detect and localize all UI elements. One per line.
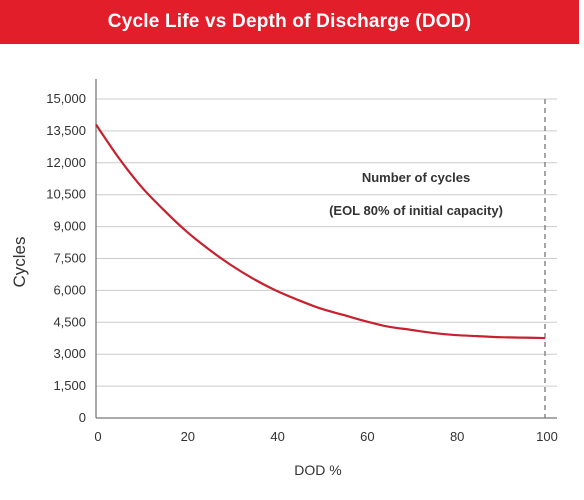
y-tick-label-8: 12,000 xyxy=(46,155,86,170)
y-tick-label-3: 4,500 xyxy=(53,314,86,329)
annotation-number-of-cycles: Number of cycles xyxy=(362,170,470,185)
x-tick-labels: 0 20 40 60 80 100 xyxy=(94,429,557,444)
x-tick-label-1: 20 xyxy=(181,429,195,444)
x-tick-label-4: 80 xyxy=(450,429,464,444)
series-line-cycles xyxy=(95,123,546,340)
x-tick-label-5: 100 xyxy=(536,429,558,444)
y-tick-label-9: 13,500 xyxy=(46,123,86,138)
y-tick-label-7: 10,500 xyxy=(46,187,86,202)
y-tick-label-6: 9,000 xyxy=(53,219,86,234)
x-axis-title: DOD % xyxy=(294,462,341,478)
x-tick-label-3: 60 xyxy=(360,429,374,444)
title-banner: Cycle Life vs Depth of Discharge (DOD) xyxy=(0,0,579,44)
y-tick-label-1: 1,500 xyxy=(53,378,86,393)
axes xyxy=(95,79,557,419)
y-tick-label-4: 6,000 xyxy=(53,282,86,297)
y-tick-labels: 0 1,500 3,000 4,500 6,000 7,500 9,000 10,500 12,… xyxy=(46,91,86,425)
chart-title: Cycle Life vs Depth of Discharge (DOD) xyxy=(107,11,472,32)
x-tick-label-0: 0 xyxy=(94,429,101,444)
y-tick-label-0: 0 xyxy=(79,410,86,425)
y-tick-label-10: 15,000 xyxy=(46,91,86,106)
grid-lines xyxy=(96,98,557,387)
annotation-eol-capacity: (EOL 80% of initial capacity) xyxy=(329,203,503,218)
y-axis-title: Cycles xyxy=(10,236,29,287)
y-tick-label-2: 3,000 xyxy=(53,346,86,361)
x-tick-label-2: 40 xyxy=(270,429,284,444)
y-tick-label-5: 7,500 xyxy=(53,251,86,266)
